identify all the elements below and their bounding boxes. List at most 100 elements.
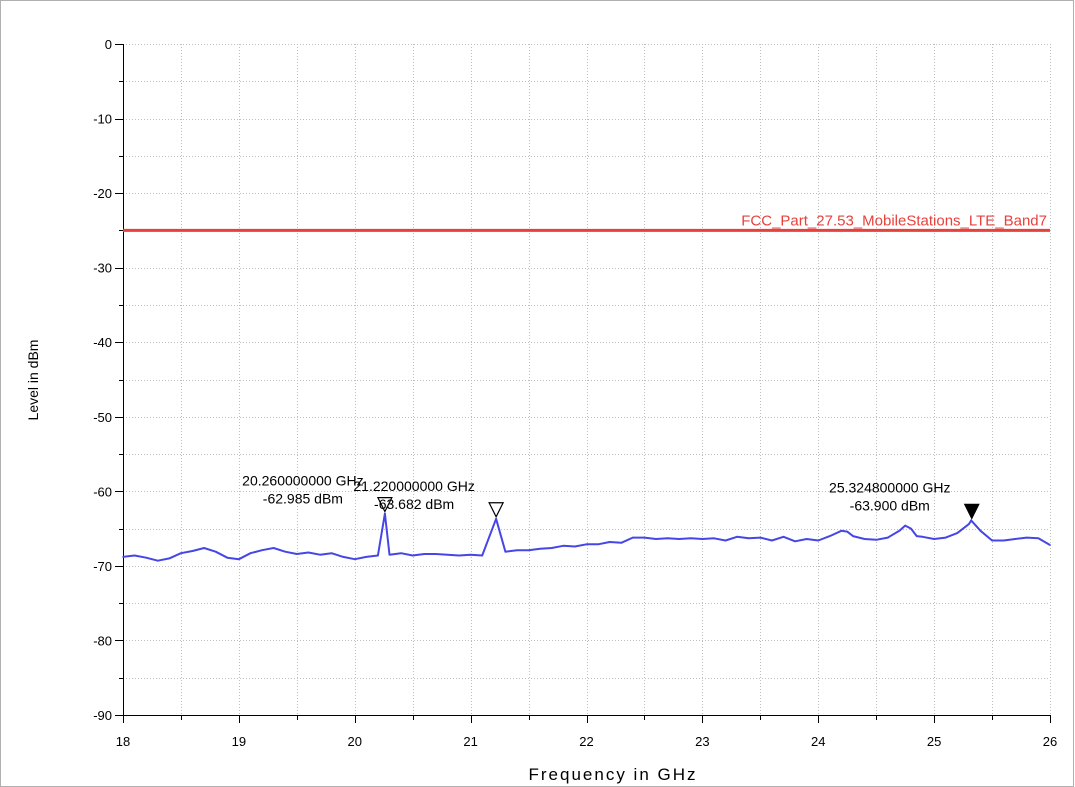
data-point [411,554,414,557]
data-point [214,550,217,553]
data-point [145,556,147,559]
data-point [261,549,263,551]
data-point [307,551,310,554]
data-point [968,523,970,525]
data-point [1002,539,1005,542]
marker-level-label: -62.985 dBm [263,491,343,507]
data-point [956,532,959,534]
data-point [887,536,889,539]
data-point [435,553,437,555]
data-point [226,556,229,559]
series-group [122,512,1051,562]
y-axis-title: Level in dBm [25,340,41,421]
data-point [354,558,356,560]
data-point [690,537,692,540]
y-tick-label: -20 [93,186,112,201]
marker-triangle [963,503,980,520]
data-point [330,552,333,554]
data-point [574,545,576,548]
x-axis-title: Frequency in GHz [529,765,698,784]
y-tick-label: -70 [93,559,112,574]
data-point [794,540,796,543]
data-point [970,519,972,522]
data-point [342,556,345,558]
data-point [643,536,646,539]
data-point [608,541,611,543]
y-tick-label: -60 [93,484,112,499]
data-point [272,547,275,549]
data-point [1037,537,1040,540]
axes: 0 -10 -20 -30 -40 -50 -60 -70 -80 -90 18 19 20 21 22 23… [93,37,1057,749]
series-trace [122,512,1051,562]
data-point [829,535,831,537]
limit-line-group: FCC_Part_27.53_MobileStations_LTE_Band7 [123,212,1050,232]
marker-frequency-label: 25.324800000 GHz [829,479,950,495]
data-point [863,538,866,540]
data-point [747,537,750,540]
data-point [782,536,785,538]
x-tick-label: 20 [348,734,362,749]
data-point [585,543,588,546]
data-point [915,535,918,537]
x-tick-label: 25 [927,734,941,749]
x-tick-label: 23 [695,734,709,749]
data-point [991,539,993,542]
data-point [724,539,727,542]
data-point [180,552,182,554]
data-point [191,550,194,552]
data-point [203,547,205,549]
data-point [678,538,680,540]
data-point [1026,536,1028,539]
y-tick-label: -40 [93,335,112,350]
data-point [910,527,912,530]
data-point [771,539,773,542]
data-point [469,553,472,556]
data-point [852,535,854,537]
data-point [632,536,634,539]
y-tick-label: -80 [93,633,112,648]
data-point [296,553,298,555]
x-tick-label: 26 [1043,734,1057,749]
markers-group: 20.260000000 GHz -62.985 dBm 21.220000000 … [242,473,980,520]
data-point [495,518,497,520]
data-point [655,538,657,540]
data-point [597,543,599,546]
marker-frequency-label: 20.260000000 GHz [242,473,363,489]
marker-frequency-label: 21.220000000 GHz [353,478,474,494]
data-point [805,538,808,540]
data-point [1014,538,1016,540]
data-point [817,539,820,542]
data-point [168,557,171,560]
marker-triangle [376,496,393,513]
x-tick-label: 24 [811,734,825,749]
data-point [516,549,518,551]
marker-level-label: -63.900 dBm [850,497,930,513]
x-tick-label: 19 [232,734,246,749]
y-tick-label: -30 [93,261,112,276]
data-point [904,524,906,527]
data-point [666,537,669,540]
marker-level-label: -63.682 dBm [374,496,454,512]
data-point [875,539,877,541]
data-point [284,550,287,553]
limit-line-label: FCC_Part_27.53_MobileStations_LTE_Band7 [741,212,1047,229]
data-point [898,530,901,532]
data-point [423,553,426,555]
marker-triangle [488,502,505,519]
data-point [133,554,136,557]
data-point [249,552,252,554]
data-point [458,554,460,557]
x-tick-label: 22 [579,734,593,749]
data-point [713,537,715,540]
data-point [979,530,982,532]
data-point [238,558,240,560]
data-point [562,545,565,547]
y-tick-label: -50 [93,410,112,425]
data-point [384,512,386,515]
y-tick-label: 0 [105,37,112,52]
x-tick-label: 21 [463,734,477,749]
grid [123,44,1051,716]
data-point [388,553,391,556]
data-point [701,538,704,540]
